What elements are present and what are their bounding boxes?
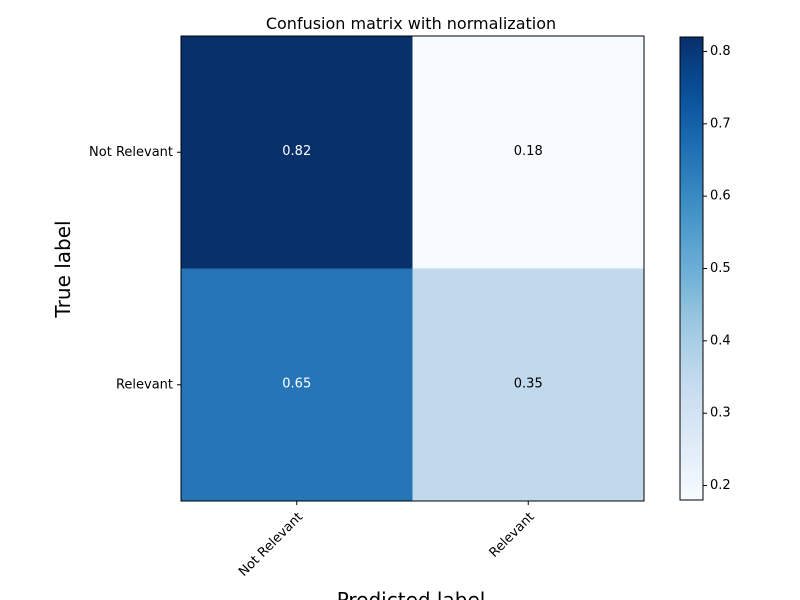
cell-value-label: 0.18 bbox=[514, 144, 543, 159]
cell-value-label: 0.82 bbox=[282, 144, 311, 159]
heatmap-cell bbox=[181, 268, 413, 502]
colorbar-tick-label: 0.2 bbox=[710, 478, 731, 493]
colorbar bbox=[679, 36, 704, 501]
cell-value-label: 0.35 bbox=[514, 376, 543, 391]
x-tick-label: Relevant bbox=[487, 510, 538, 561]
colorbar-ticks: 0.2 0.3 0.4 0.5 0.6 0.7 0.8 bbox=[703, 44, 731, 493]
y-axis-label: True label bbox=[51, 220, 75, 318]
colorbar-tick-label: 0.6 bbox=[710, 189, 731, 204]
heatmap-cell bbox=[181, 36, 413, 269]
heatmap-cell bbox=[412, 268, 645, 502]
colorbar-tick-label: 0.4 bbox=[710, 333, 731, 348]
heatmap-cell bbox=[412, 36, 645, 269]
colorbar-tick-label: 0.3 bbox=[710, 406, 731, 421]
colorbar-tick-label: 0.7 bbox=[710, 116, 731, 131]
x-axis-ticks: Not Relevant Relevant bbox=[236, 501, 538, 580]
chart-title: Confusion matrix with normalization bbox=[266, 14, 556, 33]
y-axis-ticks: Not Relevant Relevant bbox=[89, 145, 181, 392]
colorbar-tick-label: 0.5 bbox=[710, 261, 731, 276]
x-axis-label: Predicted label bbox=[337, 588, 486, 600]
plot-frame bbox=[180, 35, 645, 502]
colorbar-tick-label: 0.8 bbox=[710, 44, 731, 59]
heatmap-cell-labels: 0.82 0.18 0.65 0.35 bbox=[282, 144, 542, 392]
x-tick-label: Not Relevant bbox=[236, 510, 306, 580]
y-tick-label: Not Relevant bbox=[89, 145, 173, 160]
cell-value-label: 0.65 bbox=[282, 376, 311, 391]
y-tick-label: Relevant bbox=[116, 377, 173, 392]
heatmap-cells bbox=[181, 36, 645, 502]
